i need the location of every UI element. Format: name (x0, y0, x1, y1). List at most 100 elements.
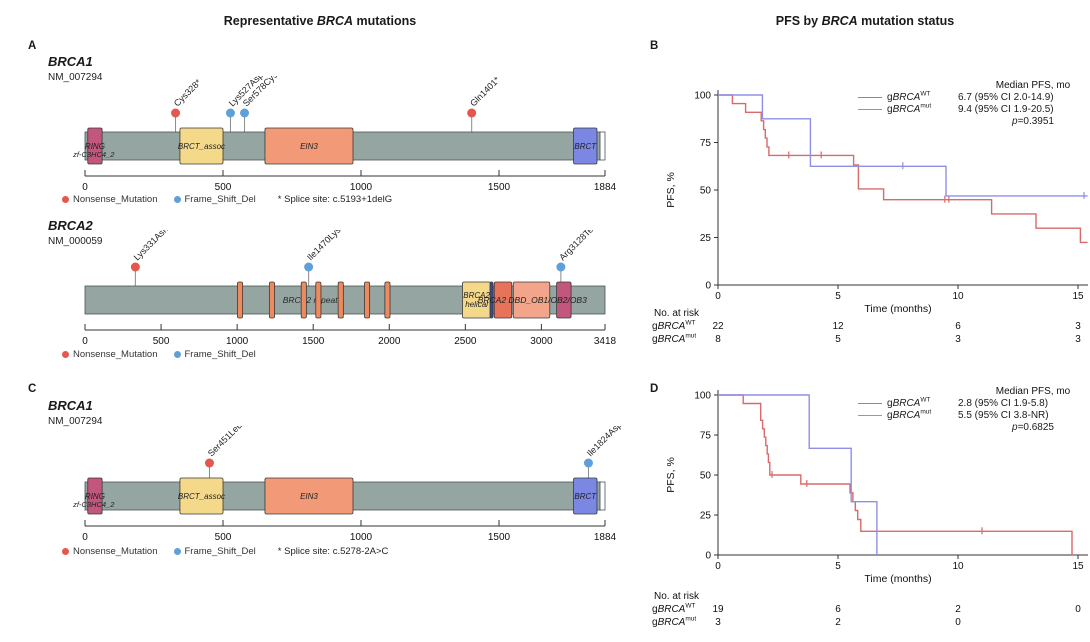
aa-axis-tick-label: 3418 (594, 336, 617, 347)
left-title-pre: Representative (223, 14, 317, 28)
panel-label-b: B (650, 40, 659, 52)
mutation-dot-nonsense (171, 108, 181, 118)
transcript-brca2: NM_000059 (48, 236, 103, 247)
transcript-brca1-c: NM_007294 (48, 416, 103, 427)
domain-BRCT (573, 127, 598, 165)
legend-dot-icon (173, 351, 181, 358)
km-legend-value: 6.7 (95% CI 2.0-14.9) (958, 92, 1054, 103)
legend-label: Frame_Shift_Del (184, 194, 256, 205)
domain-sublabel: zf-C3HC4_2 (72, 150, 115, 159)
km-legend-line-icon (858, 402, 882, 405)
risk-value: 3 (955, 334, 961, 345)
mutation-label: Ile1470Lysfs*10 (305, 230, 357, 262)
legend-dot-icon (62, 196, 69, 203)
domain-label: EIN3 (300, 142, 318, 151)
domain-repeat (384, 281, 391, 319)
domain-repeat (493, 281, 513, 319)
mutation-label: Ile1824Aspfs*3 (585, 426, 635, 458)
aa-axis-tick-label: 0 (82, 532, 88, 543)
risk-value: 3 (1075, 321, 1081, 332)
risk-group: gBRCAWT (652, 602, 696, 615)
mutation-label: Gln1401* (468, 76, 502, 108)
risk-value: 0 (1075, 604, 1081, 615)
mutation-label: Ser451Leufs*20 (206, 426, 259, 458)
mutation-dot-frameshift (304, 262, 314, 272)
domain-BRCT (573, 477, 598, 515)
risk-value: 5 (835, 334, 841, 345)
domain-label: BRCT (574, 492, 597, 501)
risk-header: No. at risk (654, 591, 700, 602)
risk-row: gBRCAmut 8 5 3 3 (652, 332, 1090, 347)
mutation-dot-frameshift (583, 458, 593, 468)
legend-item-frame_shift_del: Frame_Shift_Del (173, 349, 256, 360)
gene-title-brca2: BRCA2 (48, 218, 93, 233)
legend-label: Nonsense_Mutation (73, 546, 158, 557)
domain-repeat (556, 281, 572, 319)
legend-item-frame_shift_del: Frame_Shift_Del (173, 546, 256, 557)
aa-axis-tick-label: 0 (82, 182, 88, 193)
legend-label: Nonsense_Mutation (73, 194, 158, 205)
domain-BRCT_assoc (179, 477, 224, 515)
panel-label-a: A (28, 40, 37, 52)
left-column-title: Representative BRCA mutations (0, 14, 640, 28)
mutation-dot-frameshift (225, 108, 235, 118)
aa-axis-tick-label: 1500 (488, 532, 511, 543)
domain-EIN3 (264, 477, 354, 515)
legend-dot-icon (62, 548, 69, 555)
risk-value: 2 (955, 604, 961, 615)
aa-axis-tick-label: 1884 (594, 182, 617, 193)
legend-label: Frame_Shift_Del (184, 546, 256, 557)
risk-group: gBRCAmut (652, 332, 697, 345)
y-axis-title: PFS, % (665, 457, 677, 493)
risk-row: gBRCAWT 19 6 2 0 (652, 602, 1090, 617)
left-title-gene: BRCA (316, 14, 353, 28)
aa-axis-tick-label: 1884 (594, 532, 617, 543)
backbone-cap (599, 131, 606, 161)
right-title-pre: PFS by (775, 14, 822, 28)
risk-value: 6 (835, 604, 841, 615)
km-legend-d: Median PFS, mo gBRCAWT 2.8 (95% CI 1.9-5.8… (852, 386, 1088, 433)
y-tick-label: 100 (694, 91, 711, 102)
right-column-title: PFS by BRCA mutation status (640, 14, 1090, 28)
domain-repeat (489, 281, 494, 319)
lollipop-legend-a: Nonsense_Mutation Frame_Shift_Del * Splice… (62, 194, 392, 205)
x-axis-title: Time (months) (864, 303, 931, 315)
km-p-value: p=0.3951 (1012, 116, 1054, 127)
gene-title-brca1-c: BRCA1 (48, 398, 93, 413)
right-title-gene: BRCA (821, 14, 858, 28)
panel-label-d: D (650, 383, 659, 395)
domain-repeat (512, 281, 551, 319)
risk-row-label: gBRCAWT (652, 320, 695, 332)
km-curve-gBRCA-mut (718, 94, 1088, 197)
domain-label: BRCA2 helical (463, 291, 490, 309)
x-tick-label: 5 (835, 561, 841, 572)
mutation-dot-nonsense (130, 262, 140, 272)
legend-item-nonsense_mutation: Nonsense_Mutation (62, 349, 158, 360)
legend-item-nonsense_mutation: Nonsense_Mutation (62, 194, 158, 205)
domain-BRCT_assoc (179, 127, 224, 165)
domain-repeat (268, 281, 275, 319)
backbone-label: BRCA2 repeat (283, 295, 338, 305)
mutation-label: Cys328* (172, 77, 203, 108)
domain-RING (87, 127, 103, 165)
y-tick-label: 25 (700, 511, 712, 522)
aa-axis-tick-label: 500 (153, 336, 170, 347)
aa-axis-tick-label: 1000 (350, 532, 373, 543)
legend-item-frame_shift_del: Frame_Shift_Del (173, 194, 256, 205)
y-tick-label: 50 (700, 471, 712, 482)
domain-label: EIN3 (300, 492, 318, 501)
aa-axis-tick-label: 0 (82, 336, 88, 347)
transcript-brca1-a: NM_007294 (48, 72, 103, 83)
km-legend-group: gBRCAmut (887, 102, 932, 115)
domain-label: BRCT_assoc (178, 142, 225, 151)
risk-value: 2 (835, 617, 841, 628)
lollipop-legend-c: Nonsense_Mutation Frame_Shift_Del * Splice… (62, 546, 388, 557)
km-legend-value: 9.4 (95% CI 1.9-20.5) (958, 104, 1054, 115)
km-curve-gBRCA-WT (718, 94, 1088, 244)
risk-value: 3 (1075, 334, 1081, 345)
aa-axis-tick-label: 1000 (350, 182, 373, 193)
x-tick-label: 0 (715, 561, 721, 572)
km-legend-group: gBRCAWT (887, 90, 931, 103)
mutation-dot-nonsense (467, 108, 477, 118)
